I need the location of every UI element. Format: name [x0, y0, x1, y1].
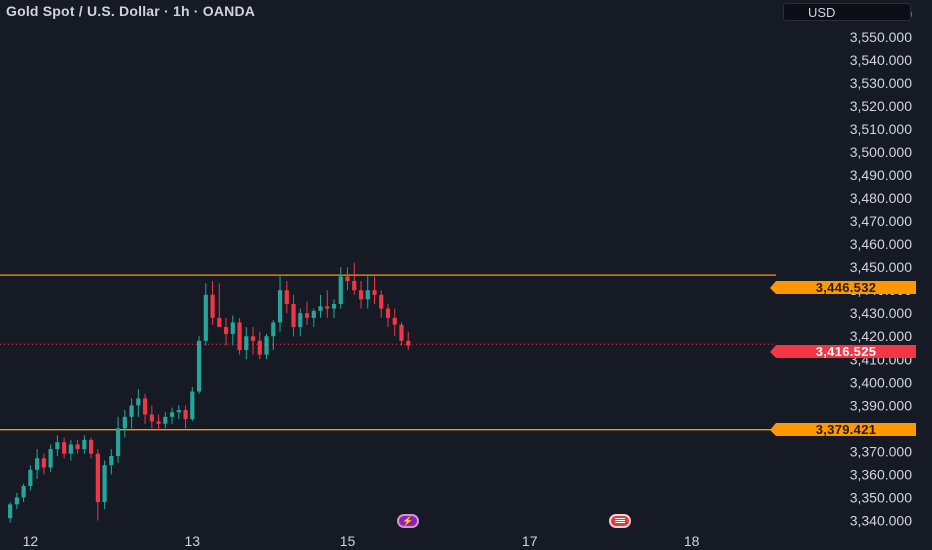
y-tick-label: 3,460.000 — [850, 236, 912, 252]
y-tick-label: 3,420.000 — [850, 328, 912, 344]
x-tick-label: 12 — [23, 533, 39, 549]
candle-body — [95, 453, 100, 503]
candle-body — [14, 497, 19, 505]
candle-body — [122, 416, 127, 429]
candle-body — [149, 414, 154, 422]
candle-body — [176, 409, 181, 413]
candle-body — [385, 308, 391, 318]
candle-body — [136, 398, 141, 406]
candle-body — [62, 442, 67, 454]
lightning-icon: ⚡ — [402, 516, 414, 526]
candle-body — [109, 456, 114, 466]
candle-body — [271, 322, 276, 337]
candle-body — [237, 322, 242, 351]
x-tick-label: 18 — [684, 533, 700, 549]
y-tick-label: 3,530.000 — [850, 75, 912, 91]
candle-body — [68, 444, 73, 454]
candle-body — [55, 442, 60, 450]
candle-body — [379, 294, 384, 309]
candle-body — [392, 317, 397, 325]
candle-body — [183, 409, 188, 420]
y-tick-label: 3,390.000 — [850, 397, 912, 413]
candle-body — [345, 276, 350, 281]
candle-body — [169, 412, 175, 417]
candle-body — [406, 340, 411, 346]
y-tick-label: 3,430.000 — [850, 305, 912, 321]
candle-body — [48, 449, 53, 468]
last-price-tag: 3,416.525 — [770, 345, 916, 358]
candle-body — [291, 304, 296, 328]
candle-body — [35, 458, 40, 470]
x-tick-label: 15 — [340, 533, 356, 549]
candle-body — [223, 327, 229, 334]
candle-body — [163, 416, 168, 424]
candle-body — [196, 340, 202, 392]
candle-body — [230, 322, 235, 334]
candle-body — [203, 294, 208, 341]
candle-body — [142, 398, 148, 415]
currency-selector[interactable]: USD — [783, 3, 911, 21]
candle-body — [217, 317, 222, 328]
candle-body — [129, 405, 134, 417]
candle-body — [318, 306, 323, 311]
flash-event-icon[interactable]: ⚡ — [397, 514, 419, 528]
candle-body — [331, 304, 337, 309]
candle-body — [298, 313, 303, 328]
y-tick-label: 3,360.000 — [850, 466, 912, 482]
candle-body — [250, 336, 256, 341]
y-tick-label: 3,540.000 — [850, 52, 912, 68]
candle-body — [82, 439, 87, 450]
y-tick-label: 3,350.000 — [850, 489, 912, 505]
candle-body — [325, 306, 330, 309]
y-tick-label: 3,500.000 — [850, 144, 912, 160]
candle-body — [399, 324, 404, 341]
x-tick-label: 13 — [185, 533, 201, 549]
candle-body — [102, 465, 107, 503]
candle-body — [75, 444, 80, 450]
candle-body — [372, 290, 377, 295]
y-tick-label: 3,510.000 — [850, 121, 912, 137]
y-tick-label: 3,480.000 — [850, 190, 912, 206]
candle-body — [264, 336, 269, 355]
candle-body — [210, 294, 215, 318]
candle-body — [358, 290, 364, 300]
chart-title: Gold Spot / U.S. Dollar · 1h · OANDA — [6, 3, 256, 19]
candle-body — [115, 428, 121, 456]
candle-body — [28, 469, 33, 486]
candle-body — [284, 290, 289, 304]
lower-level-price-tag: 3,379.421 — [770, 423, 916, 436]
y-tick-label: 3,470.000 — [850, 213, 912, 229]
y-tick-label: 3,550.000 — [850, 29, 912, 45]
candle-body — [311, 310, 316, 318]
y-tick-label: 3,400.000 — [850, 374, 912, 390]
y-tick-label: 3,520.000 — [850, 98, 912, 114]
x-tick-label: 17 — [522, 533, 538, 549]
us-flag-event-icon[interactable] — [609, 514, 631, 528]
candle-body — [244, 336, 249, 351]
candle-body — [156, 421, 161, 424]
candle-body — [89, 439, 94, 454]
y-tick-label: 3,490.000 — [850, 167, 912, 183]
candle-body — [277, 290, 283, 323]
upper-level-price-tag: 3,446.532 — [770, 281, 916, 294]
candle-body — [304, 313, 310, 318]
candle-body — [8, 504, 13, 519]
y-tick-label: 3,340.000 — [850, 512, 912, 528]
candle-body — [190, 391, 195, 420]
candle-body — [41, 458, 46, 468]
candle-body — [21, 485, 26, 498]
candle-body — [338, 276, 343, 304]
y-tick-label: 3,450.000 — [850, 259, 912, 275]
candle-body — [257, 340, 262, 355]
y-tick-label: 3,370.000 — [850, 443, 912, 459]
candle-body — [352, 280, 357, 291]
candle-body — [365, 290, 370, 300]
flag-icon — [615, 518, 625, 524]
